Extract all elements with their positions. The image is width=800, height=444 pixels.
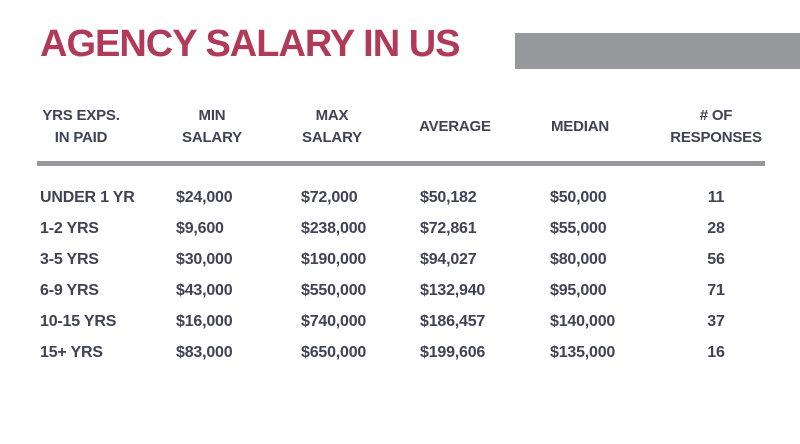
cell-max-salary: $550,000 <box>301 282 367 299</box>
cell-max-salary: $190,000 <box>301 251 367 268</box>
table-row: 1-2 YRS $9,600 $238,000 $72,861 $55,000 28 <box>37 213 765 244</box>
header-line: MEDIAN <box>551 118 609 135</box>
header-line: IN PAID <box>54 129 108 146</box>
header-line: MIN <box>198 107 226 124</box>
cell-max-salary: $72,000 <box>301 189 358 206</box>
header-years-experience: YRS EXPS. IN PAID <box>21 103 141 151</box>
cell-years: 3-5 YRS <box>40 251 99 268</box>
cell-median: $55,000 <box>550 220 607 237</box>
cell-responses: 37 <box>707 313 725 330</box>
cell-median: $50,000 <box>550 189 607 206</box>
header-line: SALARY <box>302 129 362 146</box>
cell-max-salary: $650,000 <box>301 344 367 361</box>
header-median: MEDIAN <box>520 103 640 151</box>
table-row: 15+ YRS $83,000 $650,000 $199,606 $135,000 16 <box>37 337 765 368</box>
cell-min-salary: $43,000 <box>176 282 233 299</box>
cell-min-salary: $83,000 <box>176 344 233 361</box>
cell-max-salary: $238,000 <box>301 220 367 237</box>
table-row: 6-9 YRS $43,000 $550,000 $132,940 $95,000 71 <box>37 275 765 306</box>
cell-responses: 11 <box>707 189 725 206</box>
table-row: 10-15 YRS $16,000 $740,000 $186,457 $140,000… <box>37 306 765 337</box>
cell-responses: 16 <box>707 344 725 361</box>
table-body: UNDER 1 YR $24,000 $72,000 $50,182 $50,000 11… <box>37 182 765 372</box>
header-divider <box>37 161 765 166</box>
cell-years: 1-2 YRS <box>40 220 99 237</box>
cell-median: $80,000 <box>550 251 607 268</box>
header-line: AVERAGE <box>419 118 491 135</box>
cell-average: $186,457 <box>420 313 486 330</box>
header-max-salary: MAX SALARY <box>272 103 392 151</box>
cell-average: $199,606 <box>420 344 486 361</box>
header-average: AVERAGE <box>395 103 515 151</box>
table-row: 3-5 YRS $30,000 $190,000 $94,027 $80,000 56 <box>37 244 765 275</box>
cell-responses: 28 <box>707 220 725 237</box>
cell-years: 15+ YRS <box>40 344 103 361</box>
cell-min-salary: $9,600 <box>176 220 224 237</box>
cell-min-salary: $24,000 <box>176 189 233 206</box>
header-line: # OF <box>699 107 733 124</box>
cell-years: 10-15 YRS <box>40 313 117 330</box>
cell-median: $95,000 <box>550 282 607 299</box>
title-accent-bar <box>515 33 800 69</box>
cell-years: UNDER 1 YR <box>40 189 135 206</box>
cell-median: $135,000 <box>550 344 616 361</box>
cell-min-salary: $16,000 <box>176 313 233 330</box>
page-title: AGENCY SALARY IN US <box>40 23 460 65</box>
header-line: YRS EXPS. <box>42 107 120 124</box>
cell-min-salary: $30,000 <box>176 251 233 268</box>
cell-average: $72,861 <box>420 220 477 237</box>
cell-average: $50,182 <box>420 189 477 206</box>
header-line: SALARY <box>182 129 242 146</box>
header-line: MAX <box>315 107 349 124</box>
cell-average: $132,940 <box>420 282 486 299</box>
cell-responses: 56 <box>707 251 725 268</box>
table-row: UNDER 1 YR $24,000 $72,000 $50,182 $50,000 11 <box>37 182 765 213</box>
cell-responses: 71 <box>707 282 725 299</box>
cell-average: $94,027 <box>420 251 477 268</box>
header-responses: # OF RESPONSES <box>656 103 776 151</box>
cell-median: $140,000 <box>550 313 616 330</box>
cell-years: 6-9 YRS <box>40 282 99 299</box>
header-min-salary: MIN SALARY <box>152 103 272 151</box>
cell-max-salary: $740,000 <box>301 313 367 330</box>
header-line: RESPONSES <box>670 129 762 146</box>
